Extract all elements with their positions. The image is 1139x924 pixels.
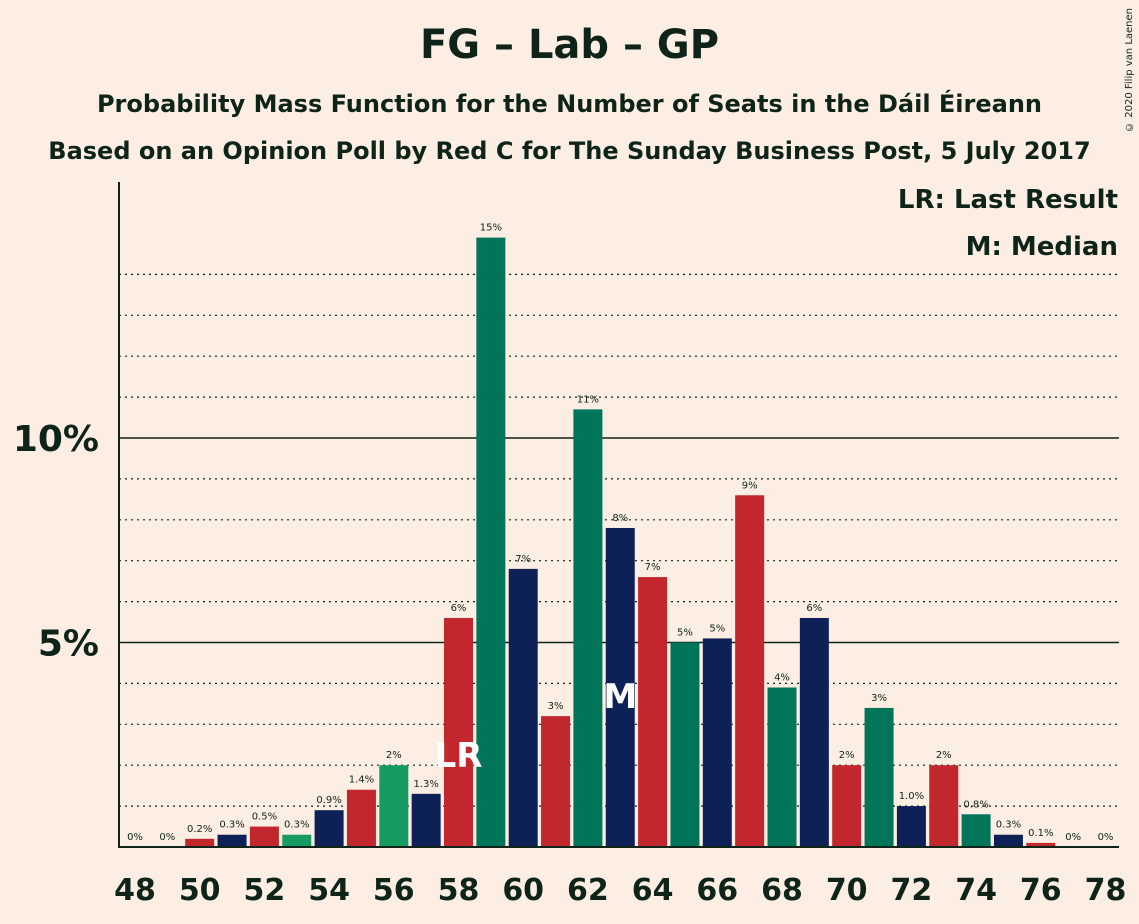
value-label-78: 0%	[1098, 832, 1114, 843]
x-tick-label: 56	[373, 873, 415, 908]
bar-51	[217, 834, 247, 847]
value-label-77: 0%	[1065, 832, 1081, 843]
value-label-61: 3%	[548, 701, 564, 712]
x-tick-label: 58	[438, 873, 480, 908]
bar-50	[185, 838, 215, 847]
x-tick-label: 72	[891, 873, 933, 908]
value-label-71: 3%	[871, 693, 887, 704]
bars: 0% 0% 0.2% 0.3% 0.5% 0.3% 0.9% 1.4% 2% 1.3% 6% 15% 7…	[127, 223, 1114, 848]
x-tick-label: 62	[567, 873, 609, 908]
bar-61	[541, 716, 571, 847]
value-label-76: 0.1%	[1028, 828, 1053, 839]
value-label-67: 9%	[742, 480, 758, 491]
value-label-59: 15%	[480, 223, 502, 234]
y-tick-label: 5%	[38, 624, 99, 665]
value-label-48: 0%	[127, 832, 143, 843]
chart-subtitle: Probability Mass Function for the Number…	[96, 90, 1043, 118]
bar-62	[573, 409, 603, 847]
x-tick-label: 70	[826, 873, 868, 908]
x-tick-label: 54	[308, 873, 350, 908]
last-result-marker: LR	[435, 736, 483, 776]
value-label-55: 1.4%	[349, 775, 374, 786]
x-tick-label: 76	[1020, 873, 1062, 908]
value-label-49: 0%	[159, 832, 175, 843]
x-tick-label: 78	[1085, 873, 1127, 908]
value-label-57: 1.3%	[413, 779, 438, 790]
chart-title: FG – Lab – GP	[419, 22, 720, 68]
value-label-64: 7%	[645, 562, 661, 573]
value-label-51: 0.3%	[219, 820, 244, 831]
bar-72	[896, 806, 926, 847]
axes: 5% 10% 48 50 52 54 56 58 60 62 64 66 68 70 72 74 76 78	[13, 182, 1127, 908]
value-label-52: 0.5%	[252, 812, 277, 823]
median-marker: M	[603, 677, 637, 717]
x-tick-label: 60	[502, 873, 544, 908]
bar-71	[864, 707, 894, 847]
value-label-56: 2%	[386, 750, 402, 761]
value-label-74: 0.8%	[963, 799, 988, 810]
bar-69	[799, 617, 829, 847]
value-label-70: 2%	[839, 750, 855, 761]
bar-53	[282, 834, 312, 847]
legend-last-result: LR: Last Result	[897, 185, 1118, 215]
bar-59	[476, 237, 506, 848]
x-tick-label: 74	[955, 873, 997, 908]
value-label-65: 5%	[677, 628, 693, 639]
value-label-60: 7%	[515, 554, 531, 565]
x-tick-label: 48	[114, 873, 156, 908]
value-label-54: 0.9%	[316, 795, 341, 806]
bar-60	[508, 568, 538, 847]
value-label-72: 1.0%	[899, 791, 924, 802]
bar-76	[1026, 842, 1056, 847]
bar-67	[735, 495, 765, 847]
x-tick-label: 68	[761, 873, 803, 908]
value-label-69: 6%	[806, 603, 822, 614]
bar-73	[929, 765, 959, 847]
value-label-63: 8%	[612, 513, 628, 524]
bar-55	[346, 789, 376, 847]
value-label-62: 11%	[577, 394, 599, 405]
bar-56	[379, 765, 409, 847]
x-tick-label: 50	[179, 873, 221, 908]
value-label-53: 0.3%	[284, 820, 309, 831]
bar-65	[670, 642, 700, 847]
bar-66	[702, 638, 732, 847]
value-label-50: 0.2%	[187, 824, 212, 835]
y-tick-label: 10%	[13, 419, 99, 460]
bar-68	[767, 687, 797, 847]
bar-70	[832, 765, 862, 847]
value-label-58: 6%	[451, 603, 467, 614]
bar-74	[961, 814, 991, 847]
bar-75	[993, 834, 1023, 847]
bar-58	[444, 617, 473, 847]
x-tick-label: 66	[696, 873, 738, 908]
bar-64	[638, 577, 668, 847]
value-label-68: 4%	[774, 672, 790, 683]
value-label-73: 2%	[936, 750, 952, 761]
bar-52	[249, 826, 279, 847]
bar-54	[314, 810, 344, 847]
x-tick-label: 52	[244, 873, 286, 908]
bar-57	[411, 793, 441, 847]
legend-median: M: Median	[965, 232, 1118, 262]
value-label-66: 5%	[709, 623, 725, 634]
x-tick-label: 64	[632, 873, 674, 908]
chart-subtitle-source: Based on an Opinion Poll by Red C for Th…	[48, 137, 1091, 165]
value-label-75: 0.3%	[996, 820, 1021, 831]
bar-63	[605, 527, 635, 847]
